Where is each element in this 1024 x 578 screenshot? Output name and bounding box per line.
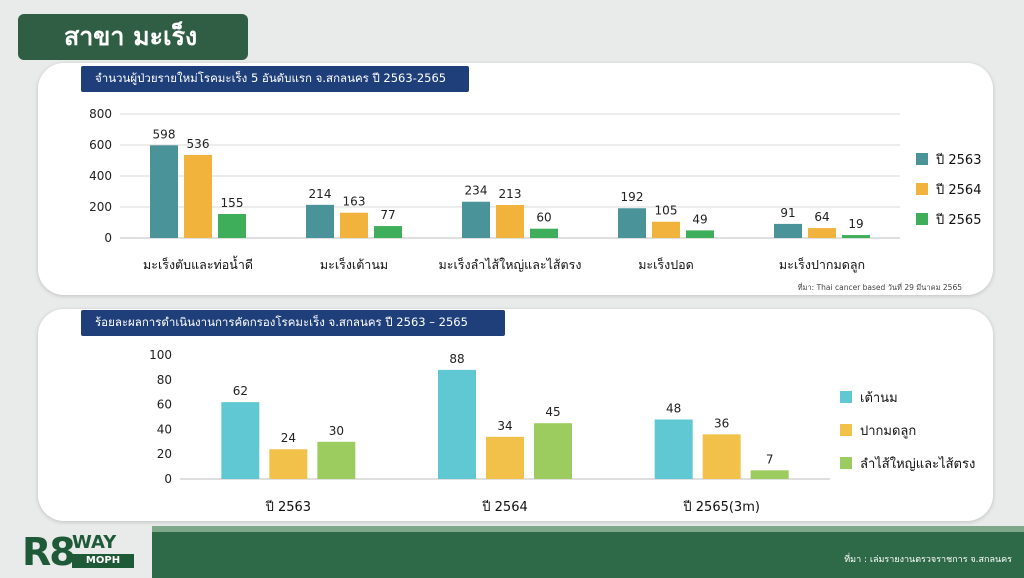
y-tick-label: 60 xyxy=(157,398,172,412)
y-tick-label: 800 xyxy=(89,107,112,121)
x-tick-label: มะเร็งตับและท่อน้ำดี xyxy=(143,255,253,272)
x-tick-label: มะเร็งปอด xyxy=(638,257,694,272)
bar xyxy=(317,441,356,479)
y-tick-label: 200 xyxy=(89,200,112,214)
footer-bar xyxy=(152,532,1024,578)
footer-source: ที่มา : เล่มรายงานตรวจราชการ จ.สกลนคร xyxy=(844,555,1012,565)
legend-swatch xyxy=(840,424,852,436)
bar xyxy=(750,470,789,479)
chart2-title: ร้อยละผลการดำเนินงานการคัดกรองโรคมะเร็ง … xyxy=(81,310,505,336)
bar xyxy=(184,154,212,238)
bar xyxy=(150,145,178,238)
data-label: 60 xyxy=(536,211,551,225)
slide-title: สาขา มะเร็ง xyxy=(18,14,248,60)
y-tick-label: 600 xyxy=(89,138,112,152)
legend-label: ลำไส้ใหญ่และไส้ตรง xyxy=(860,456,975,472)
data-label: 234 xyxy=(465,184,488,198)
bar xyxy=(618,208,646,238)
data-label: 24 xyxy=(281,431,296,445)
footer-accent-bar xyxy=(152,526,1024,532)
bar xyxy=(686,230,714,238)
data-label: 49 xyxy=(692,212,707,226)
legend-swatch xyxy=(840,457,852,469)
data-label: 213 xyxy=(499,187,522,201)
y-tick-label: 0 xyxy=(104,231,112,245)
r8way-logo: R8 WAY MOPH xyxy=(22,530,137,574)
x-tick-label: ปี 2564 xyxy=(481,499,527,515)
data-label: 598 xyxy=(153,127,176,141)
x-tick-label: ปี 2565(3m) xyxy=(682,499,760,515)
bar xyxy=(306,204,334,238)
data-label: 192 xyxy=(621,190,644,204)
y-tick-label: 100 xyxy=(149,348,172,362)
x-tick-label: มะเร็งเต้านม xyxy=(320,257,388,272)
bar xyxy=(438,369,476,479)
bar xyxy=(269,449,308,479)
data-label: 214 xyxy=(309,187,332,201)
chart1-source: ที่มา: Thai cancer based วันที่ 29 มีนาค… xyxy=(797,283,962,292)
bar xyxy=(486,436,524,479)
data-label: 30 xyxy=(329,424,344,438)
bar xyxy=(652,221,680,238)
data-label: 88 xyxy=(449,352,464,366)
logo-bottom-text: MOPH xyxy=(72,554,134,568)
y-tick-label: 0 xyxy=(164,472,172,486)
x-tick-label: มะเร็งลำไส้ใหญ่และไส้ตรง xyxy=(439,257,582,272)
logo-top-text: WAY xyxy=(72,532,117,553)
data-label: 62 xyxy=(233,384,248,398)
x-tick-label: ปี 2563 xyxy=(265,499,311,515)
data-label: 77 xyxy=(380,208,395,222)
y-tick-label: 40 xyxy=(157,422,172,436)
chart1-title: จำนวนผู้ป่วยรายใหม่โรคมะเร็ง 5 อันดับแรก… xyxy=(81,66,469,92)
data-label: 91 xyxy=(780,206,795,220)
legend-swatch xyxy=(916,153,928,165)
bar xyxy=(340,212,368,238)
logo-main-text: R8 xyxy=(22,530,76,574)
data-label: 536 xyxy=(187,137,210,151)
bar xyxy=(496,204,524,238)
y-tick-label: 20 xyxy=(157,447,172,461)
bar xyxy=(218,213,246,238)
chart2-card xyxy=(38,309,993,521)
legend-label: ปากมดลูก xyxy=(860,424,916,439)
legend-swatch xyxy=(840,391,852,403)
data-label: 105 xyxy=(655,204,678,218)
data-label: 7 xyxy=(766,452,774,466)
legend-label: ปี 2563 xyxy=(935,152,981,168)
data-label: 19 xyxy=(848,217,863,231)
legend-swatch xyxy=(916,183,928,195)
bar xyxy=(530,228,558,238)
bar xyxy=(462,201,490,238)
bar xyxy=(534,423,572,479)
data-label: 155 xyxy=(221,196,244,210)
y-tick-label: 80 xyxy=(157,373,172,387)
data-label: 45 xyxy=(545,405,560,419)
bar xyxy=(374,226,402,238)
bar xyxy=(654,419,693,479)
bar xyxy=(808,228,836,238)
bar xyxy=(702,434,741,479)
legend-label: เต้านม xyxy=(860,391,898,406)
bar xyxy=(842,235,870,238)
data-label: 48 xyxy=(666,401,681,415)
x-tick-label: มะเร็งปากมดลูก xyxy=(779,257,865,273)
bar xyxy=(221,402,260,479)
bar xyxy=(774,223,802,238)
y-tick-label: 400 xyxy=(89,169,112,183)
legend-swatch xyxy=(916,213,928,225)
legend-label: ปี 2565 xyxy=(935,212,981,228)
data-label: 163 xyxy=(343,195,366,209)
legend-label: ปี 2564 xyxy=(935,182,981,198)
data-label: 36 xyxy=(714,416,729,430)
data-label: 34 xyxy=(497,419,512,433)
data-label: 64 xyxy=(814,210,829,224)
